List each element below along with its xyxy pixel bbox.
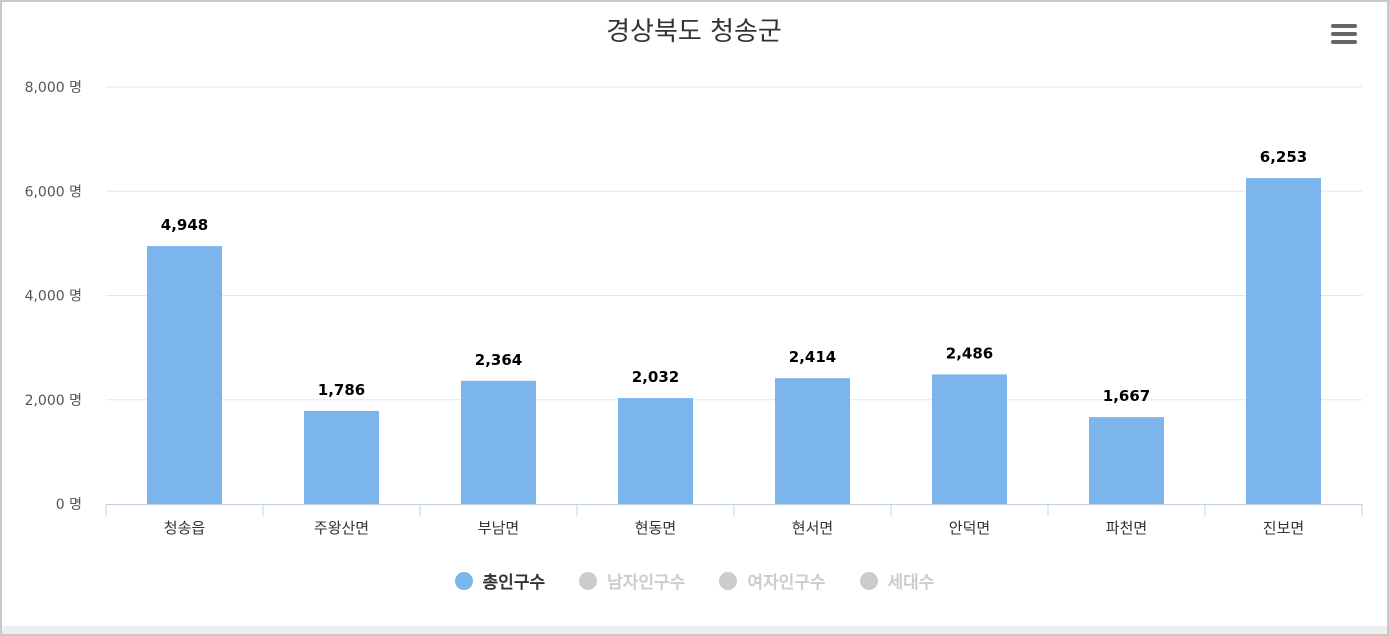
chart-legend: 총인구수 남자인구수 여자인구수 세대수 — [0, 568, 1389, 593]
bar[interactable] — [147, 246, 222, 504]
data-label: 2,486 — [946, 344, 993, 362]
legend-item[interactable]: 총인구수 — [454, 568, 546, 593]
bar[interactable] — [1246, 178, 1321, 504]
hamburger-menu-icon — [1331, 32, 1357, 36]
legend-label: 남자인구수 — [607, 573, 686, 593]
hamburger-menu-icon — [1331, 24, 1357, 28]
hamburger-menu-icon — [1331, 40, 1357, 44]
legend-dot-icon — [579, 571, 598, 590]
x-tick-label: 진보면 — [1263, 519, 1304, 537]
x-tick-label: 현서면 — [792, 519, 833, 537]
bar[interactable] — [932, 374, 1007, 504]
bar[interactable] — [775, 378, 850, 504]
legend-dot-icon — [859, 571, 878, 590]
bar[interactable] — [304, 410, 379, 504]
legend-label: 세대수 — [887, 573, 935, 593]
y-tick-label: 6,000 명 — [25, 184, 82, 200]
data-label: 2,032 — [632, 368, 679, 386]
data-label: 1,667 — [1103, 387, 1150, 405]
footer-strip — [2, 626, 1387, 634]
data-label: 2,414 — [789, 348, 836, 366]
data-labels: 4,948 1,786 2,364 2,032 2,414 2,486 1,667 6,253 — [161, 148, 1307, 405]
x-tick-label: 안덕면 — [949, 519, 990, 537]
data-label: 6,253 — [1260, 148, 1307, 166]
legend-label: 총인구수 — [482, 573, 546, 593]
bar[interactable] — [1089, 417, 1164, 504]
data-label: 1,786 — [318, 381, 365, 399]
data-label: 2,364 — [475, 351, 522, 369]
y-tick-label: 2,000 명 — [25, 393, 82, 409]
chart-menu-button[interactable] — [1328, 24, 1360, 52]
legend-label: 여자인구수 — [747, 573, 826, 593]
legend-dot-icon — [719, 571, 738, 590]
legend-item[interactable]: 남자인구수 — [579, 568, 685, 593]
x-tick-label: 부남면 — [478, 519, 519, 537]
x-tick-label: 파천면 — [1106, 519, 1147, 537]
chart-title: 경상북도 청송군 — [606, 17, 782, 47]
data-label: 4,948 — [161, 216, 208, 234]
x-tick-label: 청송읍 — [164, 519, 205, 537]
bars — [147, 178, 1321, 504]
grid-lines — [106, 86, 1362, 401]
legend-dot-icon — [454, 571, 473, 590]
y-tick-label: 4,000 명 — [25, 289, 82, 305]
x-axis — [105, 504, 1363, 516]
legend-item[interactable]: 세대수 — [859, 568, 935, 593]
y-axis-tick-labels: 0 명 2,000 명 4,000 명 6,000 명 8,000 명 — [25, 80, 82, 513]
x-axis-tick-labels: 청송읍 주왕산면 부남면 현동면 현서면 안덕면 파천면 진보면 — [164, 519, 1304, 537]
y-tick-label: 8,000 명 — [25, 80, 82, 96]
bar[interactable] — [461, 380, 536, 504]
legend-item[interactable]: 여자인구수 — [719, 568, 826, 593]
y-tick-label: 0 명 — [56, 497, 82, 513]
bar[interactable] — [618, 398, 693, 504]
x-tick-label: 주왕산면 — [314, 519, 369, 537]
x-tick-label: 현동면 — [635, 519, 676, 537]
